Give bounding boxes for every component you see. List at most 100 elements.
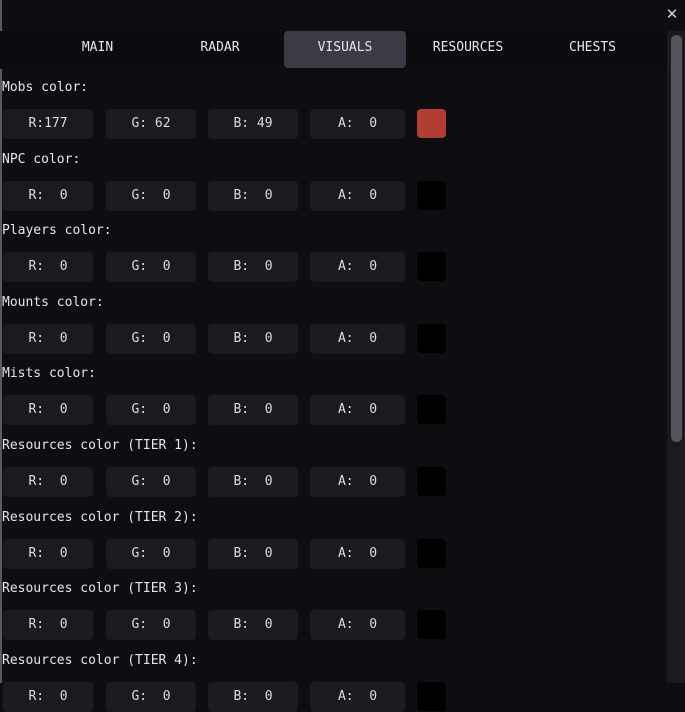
channel-input-a[interactable]: A: 0 — [310, 467, 405, 497]
channel-input-b[interactable]: B: 0 — [208, 681, 298, 712]
channel-input-g[interactable]: G: 0 — [106, 252, 196, 283]
channel-value: 0 — [162, 402, 171, 418]
color-swatch[interactable] — [417, 681, 446, 711]
channel-input-r[interactable]: R: 0 — [3, 467, 93, 497]
channel-input-r[interactable]: R: 0 — [3, 323, 93, 354]
channel-value: 0 — [369, 187, 378, 203]
color-swatch[interactable] — [417, 252, 446, 282]
channel-label: R: — [28, 259, 45, 275]
channel-input-a[interactable]: A: 0 — [310, 180, 405, 211]
color-label: Mounts color: — [2, 294, 104, 310]
channel-label: A: — [337, 187, 354, 203]
channel-value: 0 — [264, 617, 273, 633]
channel-input-b[interactable]: B: 0 — [208, 610, 298, 641]
channel-label: B: — [233, 330, 250, 346]
tab-visuals[interactable]: VISUALS — [284, 31, 406, 68]
channel-input-r[interactable]: R: 0 — [3, 538, 93, 569]
channel-input-b[interactable]: B: 0 — [208, 180, 298, 211]
color-swatch[interactable] — [417, 109, 446, 138]
channel-label: R: — [28, 187, 45, 203]
channel-input-g[interactable]: G: 0 — [106, 681, 196, 712]
channel-input-b[interactable]: B: 49 — [208, 109, 298, 139]
channel-input-r[interactable]: R: 0 — [3, 395, 93, 426]
channel-label: B: — [233, 187, 250, 203]
channel-value: 0 — [369, 259, 378, 275]
color-swatch[interactable] — [417, 467, 446, 496]
channel-label: G: — [131, 259, 148, 275]
channel-value: 0 — [59, 617, 68, 633]
channel-input-a[interactable]: A: 0 — [310, 538, 405, 569]
scrollbar-thumb[interactable] — [671, 35, 682, 442]
channel-input-g[interactable]: G: 0 — [106, 180, 196, 211]
tab-chests[interactable]: CHESTS — [569, 40, 616, 55]
channel-value: 0 — [162, 617, 171, 633]
channel-input-g[interactable]: G: 0 — [106, 395, 196, 426]
channel-input-r[interactable]: R: 0 — [3, 681, 93, 712]
color-swatch[interactable] — [417, 180, 446, 210]
channel-label: B: — [233, 259, 250, 275]
tab-resources[interactable]: RESOURCES — [432, 40, 504, 55]
channel-label: R: — [28, 688, 45, 704]
channel-label: B: — [233, 545, 250, 561]
color-swatch[interactable] — [417, 538, 446, 568]
channel-value: 0 — [264, 259, 273, 275]
channel-value: 0 — [369, 688, 378, 704]
channel-value: 0 — [162, 688, 171, 704]
channel-input-b[interactable]: B: 0 — [208, 538, 298, 569]
channel-input-b[interactable]: B: 0 — [208, 252, 298, 283]
channel-value: 0 — [369, 474, 378, 489]
channel-input-r[interactable]: R: 0 — [3, 252, 93, 283]
channel-label: A: — [337, 259, 354, 275]
channel-value: 0 — [59, 402, 68, 418]
channel-label: R: — [28, 617, 45, 633]
tab-bar: MAIN RADAR VISUALS RESOURCES CHESTS — [0, 31, 667, 69]
channel-value: 0 — [264, 545, 273, 561]
channel-value: 0 — [369, 545, 378, 561]
channel-value: 0 — [162, 187, 171, 203]
color-swatch[interactable] — [417, 610, 446, 640]
channel-input-a[interactable]: A: 0 — [310, 252, 405, 283]
tab-radar[interactable]: RADAR — [200, 40, 240, 55]
channel-value: 0 — [162, 259, 171, 275]
channel-label: R: — [28, 330, 45, 346]
channel-value: 0 — [369, 116, 378, 131]
channel-value: 0 — [162, 474, 171, 489]
channel-label: G: — [131, 545, 148, 561]
channel-label: R: — [28, 116, 45, 131]
channel-value: 0 — [264, 402, 273, 418]
channel-input-a[interactable]: A: 0 — [310, 681, 405, 712]
channel-input-b[interactable]: B: 0 — [208, 395, 298, 426]
channel-value: 0 — [59, 545, 68, 561]
channel-input-g[interactable]: G: 0 — [106, 538, 196, 569]
channel-input-a[interactable]: A: 0 — [310, 610, 405, 641]
color-swatch[interactable] — [417, 395, 446, 425]
channel-input-r[interactable]: R: 0 — [3, 610, 93, 641]
channel-label: B: — [233, 688, 250, 704]
channel-label: G: — [131, 617, 148, 633]
color-swatch[interactable] — [417, 323, 446, 353]
channel-input-g[interactable]: G: 0 — [106, 610, 196, 641]
channel-label: A: — [337, 402, 354, 418]
tab-main[interactable]: MAIN — [81, 40, 114, 55]
channel-input-a[interactable]: A: 0 — [310, 109, 405, 139]
close-icon[interactable]: ✕ — [665, 5, 679, 23]
channel-label: B: — [233, 116, 250, 131]
channel-input-b[interactable]: B: 0 — [208, 323, 298, 354]
channel-value: 0 — [264, 330, 273, 346]
channel-label: R: — [28, 545, 45, 561]
channel-input-g[interactable]: G: 0 — [106, 467, 196, 497]
channel-label: B: — [233, 402, 250, 418]
channel-value: 0 — [369, 402, 378, 418]
channel-input-a[interactable]: A: 0 — [310, 323, 405, 354]
channel-label: B: — [233, 617, 250, 633]
channel-input-r[interactable]: R:177 — [3, 109, 93, 139]
channel-label: G: — [131, 402, 148, 418]
channel-input-r[interactable]: R: 0 — [3, 180, 93, 211]
channel-input-a[interactable]: A: 0 — [310, 395, 405, 426]
color-label: Resources color (TIER 3): — [2, 581, 198, 597]
channel-input-g[interactable]: G: 0 — [106, 323, 196, 354]
channel-value: 0 — [369, 617, 378, 633]
channel-input-g[interactable]: G: 62 — [106, 109, 196, 139]
channel-input-b[interactable]: B: 0 — [208, 467, 298, 497]
channel-value: 0 — [264, 187, 273, 203]
